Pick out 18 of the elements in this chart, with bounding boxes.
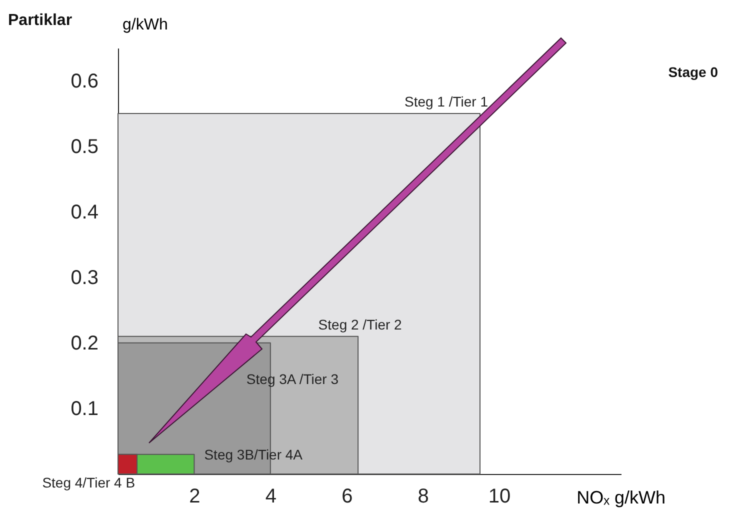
series-label: Steg 2 /Tier 2	[318, 316, 402, 332]
x-tick-label: 6	[342, 486, 353, 508]
chart-title: Partiklar	[8, 12, 72, 29]
x-tick-label: 4	[265, 486, 276, 508]
y-tick-label: 0.3	[70, 266, 98, 289]
x-tick-label: 10	[488, 486, 511, 508]
y-tick-label: 0.2	[70, 332, 98, 354]
x-tick-label: 8	[418, 486, 429, 508]
y-tick-label: 0.5	[70, 136, 98, 158]
x-tick-label: 2	[189, 486, 200, 508]
y-tick-label: 0.4	[70, 201, 98, 224]
text: Stage 0	[668, 64, 718, 80]
y-axis-title: g/kWh	[122, 16, 168, 34]
series-label: Steg 1 /Tier 1	[404, 94, 488, 110]
y-tick-label: 0.6	[70, 70, 98, 92]
series-label: Steg 4/Tier 4 B	[42, 474, 136, 490]
y-tick-label: 0.1	[70, 398, 98, 420]
x-axis-title: NOₓ g/kWh	[576, 488, 666, 508]
